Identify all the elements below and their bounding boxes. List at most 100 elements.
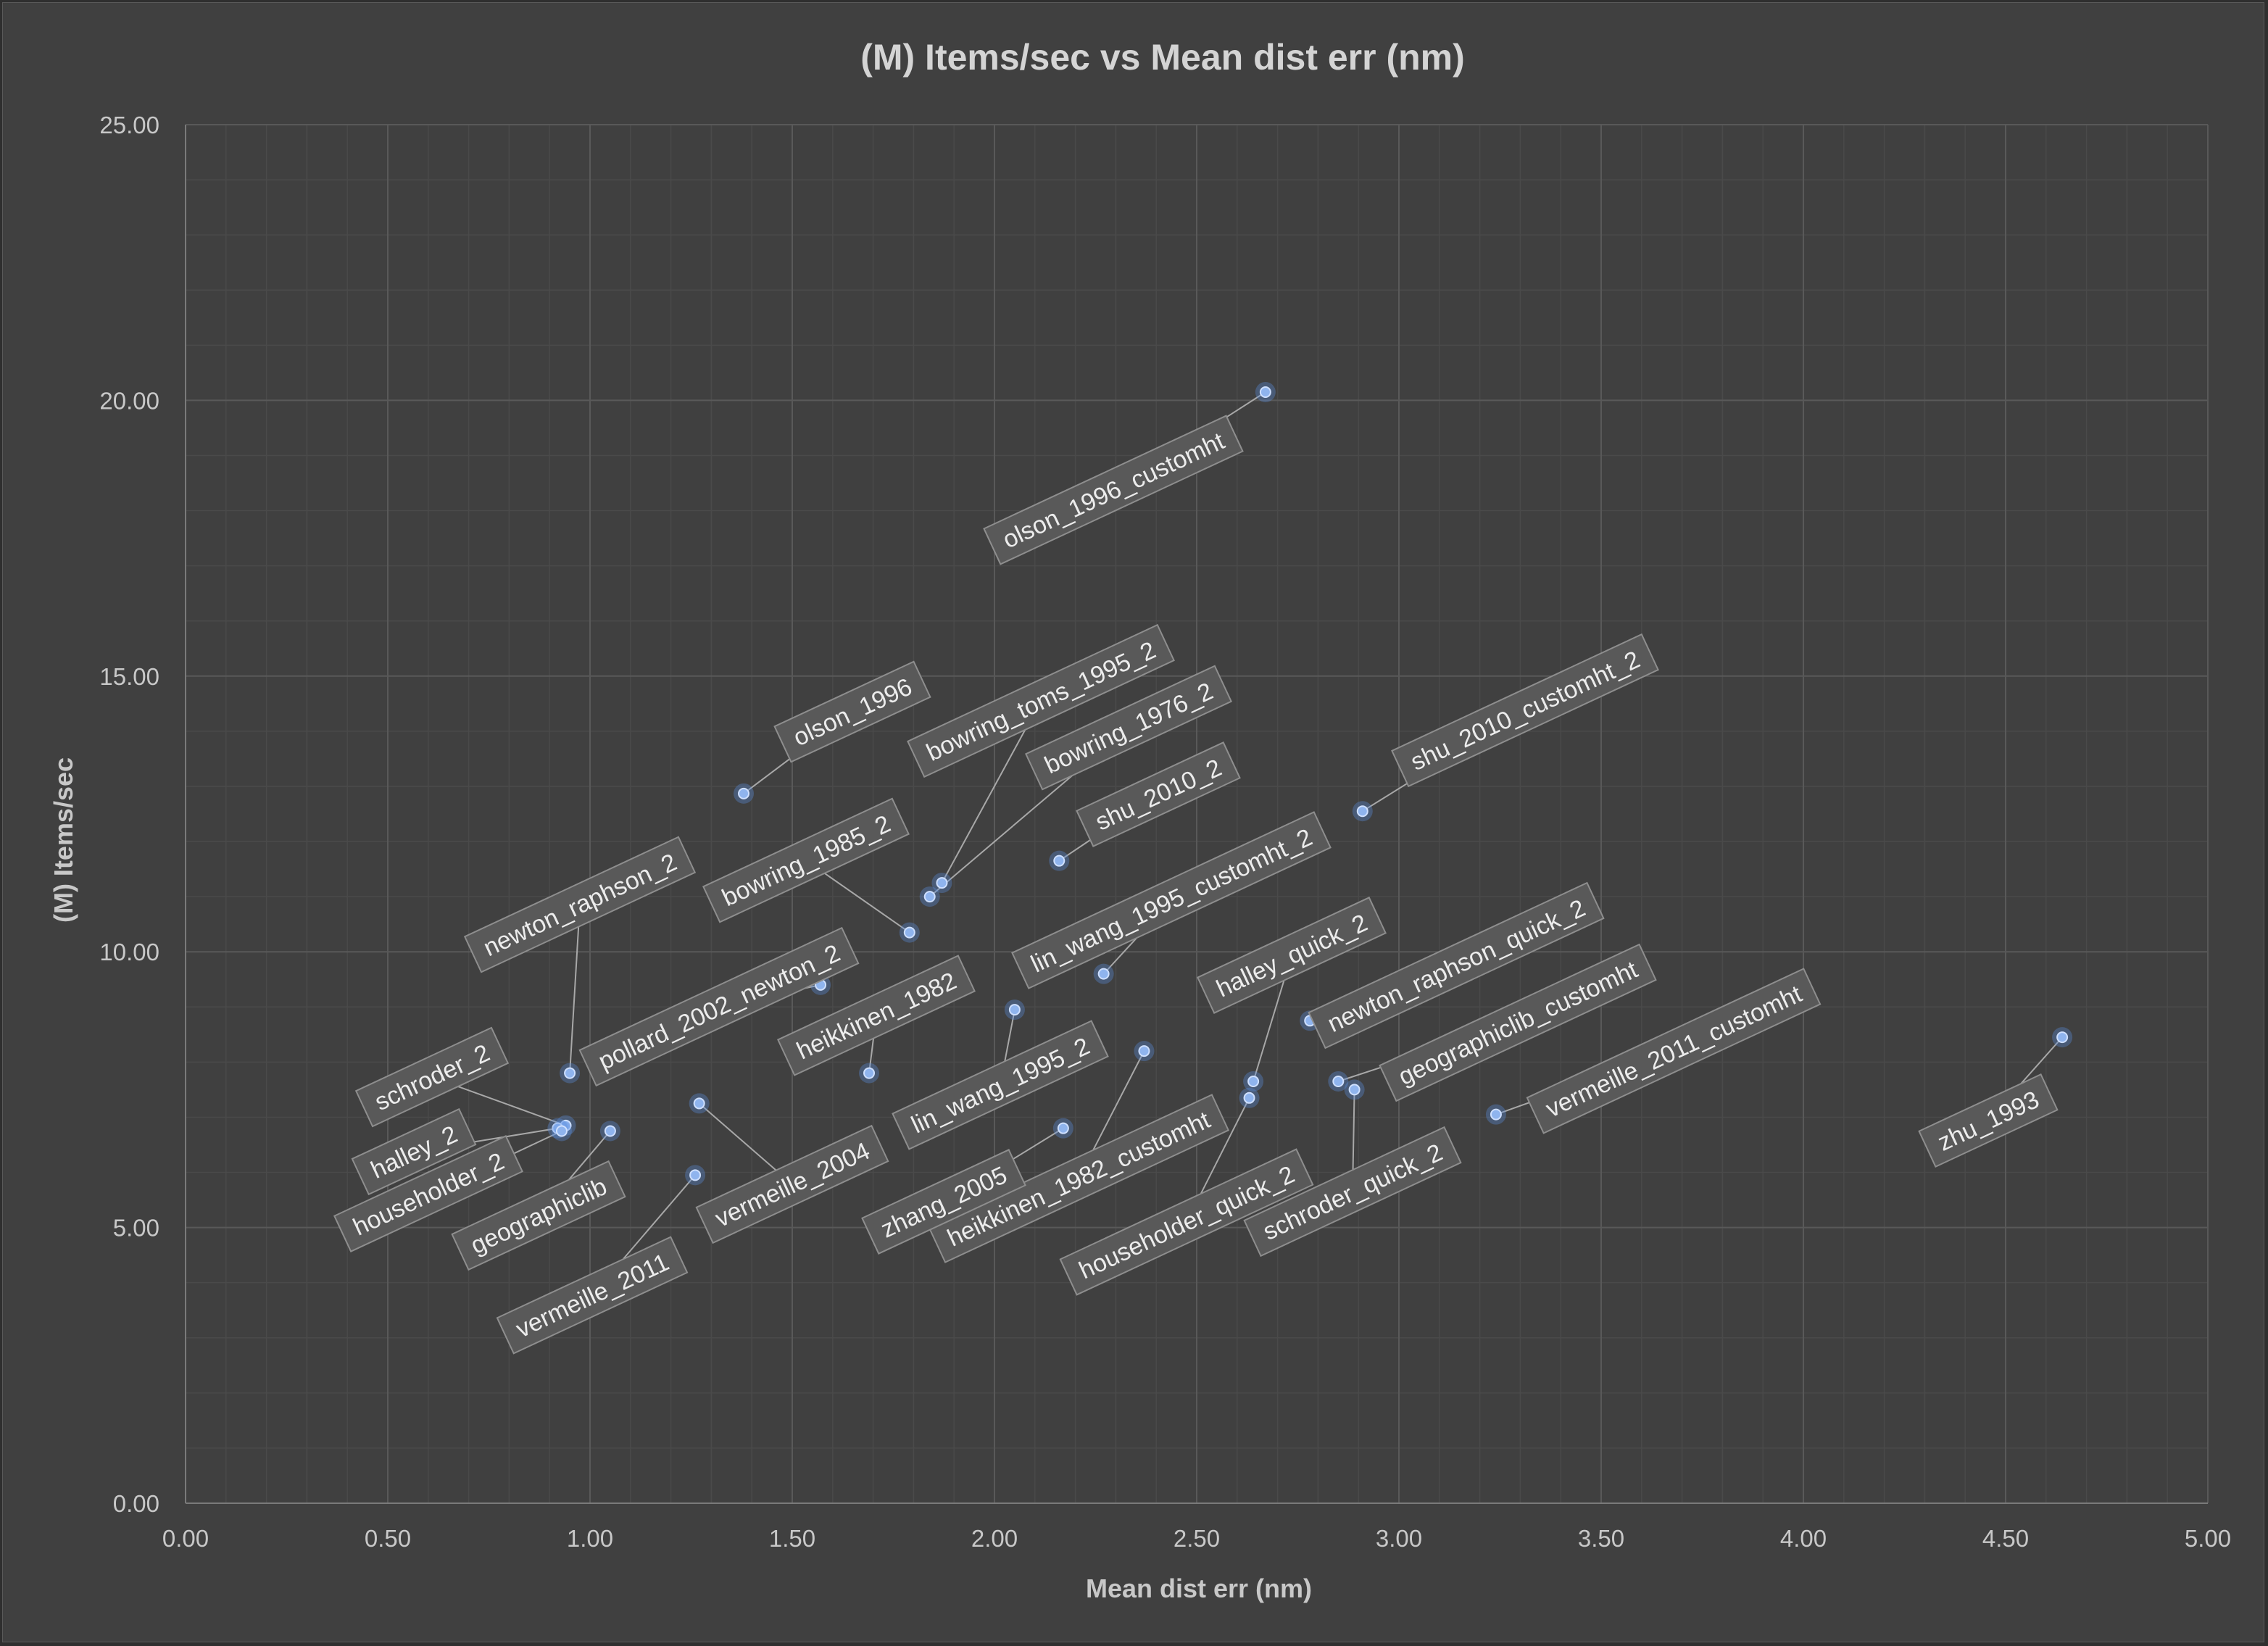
- y-tick-label: 20.00: [99, 387, 159, 414]
- data-label-box: [777, 955, 976, 1076]
- leader-line: [569, 926, 580, 1073]
- data-label-box: [1243, 1126, 1462, 1258]
- data-label-box: [1918, 1073, 2059, 1168]
- leader-line: [1226, 391, 1266, 418]
- leader-line: [1495, 1102, 1530, 1115]
- chart-title: (M) Items/sec vs Mean dist err (nm): [860, 37, 1465, 78]
- x-tick-label: 1.50: [769, 1525, 815, 1552]
- data-point: [936, 877, 948, 889]
- data-point: [1008, 1004, 1021, 1016]
- data-label: olson_1996_customht: [983, 415, 1244, 565]
- leader-line: [699, 1102, 777, 1171]
- data-label-box: [1025, 665, 1232, 791]
- data-point: [923, 891, 936, 903]
- x-tick-label: 2.50: [1174, 1525, 1220, 1552]
- y-tick-label: 15.00: [99, 663, 159, 690]
- data-label-box: [907, 623, 1175, 778]
- x-tick-label: 3.00: [1376, 1525, 1422, 1552]
- data-label-box: [702, 797, 910, 923]
- data-label: shu_2010_customht_2: [1391, 633, 1659, 788]
- data-label: vermeille_2011: [496, 1236, 689, 1355]
- data-label-text: olson_1996_customht: [999, 427, 1229, 554]
- x-tick-label: 2.00: [971, 1525, 1018, 1552]
- leader-line: [868, 1038, 875, 1073]
- data-label-box: [1011, 811, 1332, 989]
- y-tick-label: 10.00: [99, 939, 159, 965]
- data-label: schroder_2: [354, 1026, 510, 1128]
- data-point: [689, 1169, 702, 1181]
- leader-line: [1352, 1089, 1355, 1170]
- x-axis-title: Mean dist err (nm): [1086, 1574, 1312, 1603]
- data-label-box: [354, 1026, 510, 1128]
- axes: 0.00 0.50 1.00 1.50 2.00 2.50 3.00 3.50 4.00 4.50…: [99, 112, 2231, 1552]
- data-point: [1247, 1075, 1260, 1087]
- data-point: [738, 787, 750, 799]
- data-point: [1356, 805, 1368, 818]
- data-point: [863, 1067, 876, 1079]
- leader-line: [1337, 1066, 1382, 1082]
- data-label-box: [333, 1135, 523, 1252]
- data-label: bowring_1985_2: [702, 797, 910, 923]
- x-tick-label: 3.50: [1578, 1525, 1624, 1552]
- leader-line: [1013, 1127, 1064, 1160]
- data-point: [1332, 1075, 1345, 1087]
- leader-line: [1102, 937, 1137, 975]
- leader-line: [743, 758, 791, 794]
- x-tick-label: 0.00: [162, 1525, 209, 1552]
- data-label-box: [773, 660, 931, 763]
- data-point: [604, 1125, 616, 1137]
- leader-line: [513, 1130, 562, 1155]
- data-label-box: [496, 1236, 689, 1355]
- leader-line: [929, 775, 1073, 897]
- x-tick-label: 4.00: [1780, 1525, 1827, 1552]
- leader-line: [474, 1127, 558, 1143]
- data-label-box: [578, 926, 860, 1087]
- leader-line: [941, 729, 1026, 884]
- data-point: [1053, 855, 1066, 867]
- data-point: [555, 1125, 568, 1137]
- data-label-box: [463, 836, 697, 973]
- data-label: zhu_1993: [1918, 1073, 2059, 1168]
- leader-line: [1004, 1009, 1015, 1062]
- x-tick-label: 0.50: [365, 1525, 411, 1552]
- grid-lines: [185, 124, 2209, 1504]
- data-label-text: halley_quick_2: [1212, 909, 1371, 1003]
- data-label-box: [451, 1160, 626, 1271]
- data-label-box: [1308, 881, 1605, 1049]
- data-label-text: shu_2010_customht_2: [1406, 646, 1644, 776]
- x-tick-label: 4.50: [1982, 1525, 2029, 1552]
- data-label-box: [1391, 633, 1659, 788]
- data-point: [2056, 1031, 2069, 1044]
- leader-line: [1058, 839, 1091, 862]
- x-tick-label: 5.00: [2185, 1525, 2231, 1552]
- data-point: [1490, 1108, 1502, 1121]
- data-label-box: [1197, 897, 1387, 1014]
- data-point: [693, 1097, 705, 1110]
- x-tick-label: 1.00: [567, 1525, 613, 1552]
- leader-line: [1362, 783, 1408, 812]
- y-tick-label: 25.00: [99, 112, 159, 138]
- leader-line: [457, 1086, 566, 1126]
- data-point: [1348, 1084, 1361, 1096]
- data-point: [564, 1067, 576, 1079]
- leader-line: [1200, 1097, 1250, 1194]
- data-label-box: [892, 1020, 1109, 1150]
- data-label-text: vermeille_2011: [512, 1248, 673, 1343]
- leader-line: [568, 1130, 611, 1181]
- data-label-box: [1526, 968, 1822, 1134]
- data-label-box: [1379, 943, 1657, 1102]
- data-point: [1097, 968, 1110, 980]
- data-point: [1259, 386, 1271, 398]
- data-label-box: [695, 1124, 889, 1244]
- leader-line: [1253, 980, 1285, 1082]
- data-label-box: [351, 1107, 477, 1196]
- leader-line: [622, 1174, 696, 1260]
- leader-line: [824, 873, 910, 934]
- y-axis-title: (M) Items/sec: [49, 757, 78, 923]
- leader-lines: [457, 391, 2063, 1260]
- leader-line: [1092, 1050, 1145, 1151]
- data-point: [1138, 1045, 1150, 1057]
- data-label-box: [1059, 1148, 1314, 1296]
- data-point: [903, 926, 915, 939]
- data-point: [1057, 1122, 1069, 1134]
